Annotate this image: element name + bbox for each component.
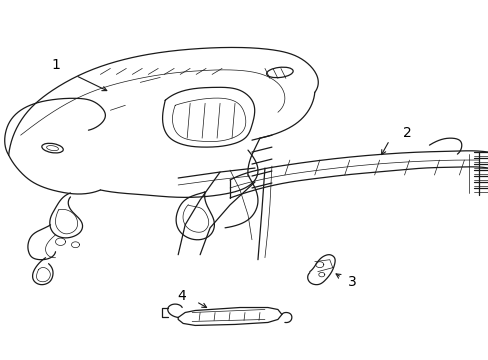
Text: 4: 4 (178, 289, 186, 302)
Text: 3: 3 (347, 275, 356, 289)
Text: 1: 1 (51, 58, 60, 72)
Text: 2: 2 (402, 126, 411, 140)
